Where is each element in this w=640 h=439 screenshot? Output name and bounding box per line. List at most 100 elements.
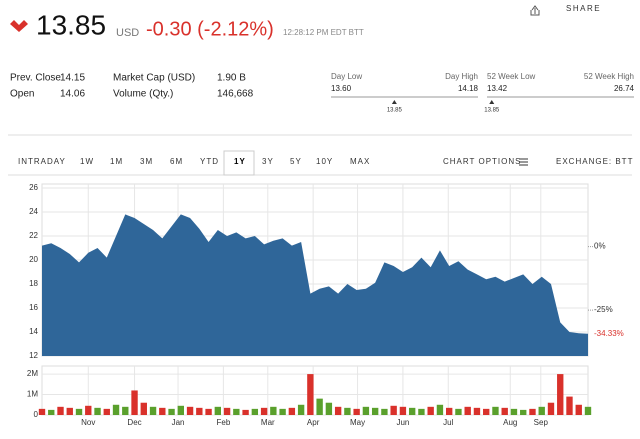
x-tick-label: Apr — [307, 418, 320, 427]
volume-bar — [122, 406, 129, 415]
timestamp: 12:28:12 PM EDT BTT — [283, 28, 364, 37]
chart-options[interactable]: CHART OPTIONS — [443, 157, 522, 166]
share-label[interactable]: SHARE — [566, 4, 601, 13]
range-tab[interactable]: INTRADAY — [18, 157, 66, 166]
range-low-label: 52 Week Low — [487, 72, 536, 81]
exchange: EXCHANGE: BTT — [556, 157, 633, 166]
x-tick-label: Jun — [396, 418, 409, 427]
volume-bar — [418, 408, 425, 415]
range-tab[interactable]: 1M — [110, 157, 123, 166]
range-high-label: 52 Week High — [584, 72, 634, 81]
volume-bar — [288, 407, 296, 415]
volume-bar — [584, 406, 592, 415]
volume-bar — [159, 407, 166, 415]
volume-bar — [48, 409, 55, 415]
x-tick-label: Jan — [172, 418, 185, 427]
volume-bar — [371, 407, 379, 415]
volume-bar — [575, 404, 582, 415]
range-tab[interactable]: MAX — [350, 157, 370, 166]
stat-label: Volume (Qty.) — [113, 89, 173, 100]
volume-bar — [520, 409, 527, 415]
share-button[interactable]: SHARE — [530, 4, 601, 16]
stat-value: 14.15 — [60, 73, 85, 84]
volume-bar — [492, 406, 499, 415]
volume-bar — [436, 404, 444, 415]
price-area — [42, 214, 588, 356]
y-tick-label: 18 — [29, 279, 38, 288]
volume-bar — [316, 398, 323, 415]
volume-bar — [242, 409, 249, 415]
range-high: 14.18 — [458, 84, 479, 93]
volume-bar — [446, 407, 453, 415]
range-tab[interactable]: 3M — [140, 157, 153, 166]
range-low: 13.60 — [331, 84, 352, 93]
y-tick-label: 26 — [29, 183, 38, 192]
volume-bar — [473, 407, 481, 415]
volume-bar — [566, 396, 573, 415]
volume-bar — [131, 390, 138, 415]
stat-value: 14.06 — [60, 89, 85, 100]
range-marker — [489, 100, 495, 104]
volume-bar — [251, 408, 259, 415]
volume-bar — [362, 406, 370, 415]
volume-bar — [529, 408, 536, 415]
y2-tick-label: 0% — [594, 242, 606, 251]
range-tab[interactable]: YTD — [200, 157, 219, 166]
volume-bar — [547, 402, 555, 415]
volume-bar — [149, 406, 157, 415]
volume-bar — [427, 406, 434, 415]
y-tick-label: 0 — [34, 410, 39, 419]
volume-bar — [381, 408, 388, 415]
range-tab[interactable]: 1W — [80, 157, 94, 166]
last-change-label: -34.33% — [594, 329, 624, 338]
stat-label: Open — [10, 89, 34, 100]
volume-bar — [408, 407, 416, 415]
range-marker — [391, 100, 397, 104]
volume-bar — [196, 407, 203, 415]
volume-bar — [233, 408, 240, 415]
volume-bar — [297, 404, 305, 415]
y-tick-label: 22 — [29, 231, 38, 240]
volume-bar — [399, 406, 407, 415]
share-icon — [530, 5, 540, 16]
volume-bar — [168, 408, 175, 415]
x-tick-label: Jul — [443, 418, 453, 427]
volume-bar — [501, 407, 508, 415]
volume-bar — [94, 407, 101, 415]
menu-icon[interactable] — [519, 158, 528, 166]
range-tab[interactable]: 10Y — [316, 157, 333, 166]
range-tab[interactable]: 6M — [170, 157, 183, 166]
y-tick-label: 2M — [27, 369, 38, 378]
volume-bar — [66, 407, 73, 415]
x-tick-label: Aug — [503, 418, 517, 427]
volume-bar — [260, 407, 268, 415]
y-tick-label: 16 — [29, 303, 38, 312]
volume-bar — [270, 406, 277, 415]
volume-bar — [353, 408, 360, 415]
volume-bar — [307, 374, 314, 415]
price: 13.85 — [36, 9, 106, 40]
volume-bar — [223, 407, 231, 415]
range-tab[interactable]: 5Y — [290, 157, 302, 166]
range-low-label: Day Low — [331, 72, 362, 81]
x-tick-label: May — [350, 418, 365, 427]
y-tick-label: 20 — [29, 255, 38, 264]
y-tick-label: 14 — [29, 327, 38, 336]
volume-bar — [57, 406, 64, 415]
range-tab[interactable]: 3Y — [262, 157, 274, 166]
x-tick-label: Nov — [81, 418, 95, 427]
x-tick-label: Sep — [534, 418, 549, 427]
volume-bar — [344, 407, 351, 415]
range-tab[interactable]: 1Y — [234, 157, 246, 166]
x-tick-label: Mar — [261, 418, 275, 427]
currency: USD — [116, 27, 139, 39]
volume-bar — [455, 408, 462, 415]
range-current: 13.85 — [387, 108, 403, 114]
volume-bar — [205, 408, 212, 415]
volume-bar — [112, 404, 120, 415]
stat-value: 146,668 — [217, 89, 254, 100]
volume-bar — [538, 406, 545, 415]
volume-bar — [140, 402, 147, 415]
volume-bar — [85, 405, 92, 415]
